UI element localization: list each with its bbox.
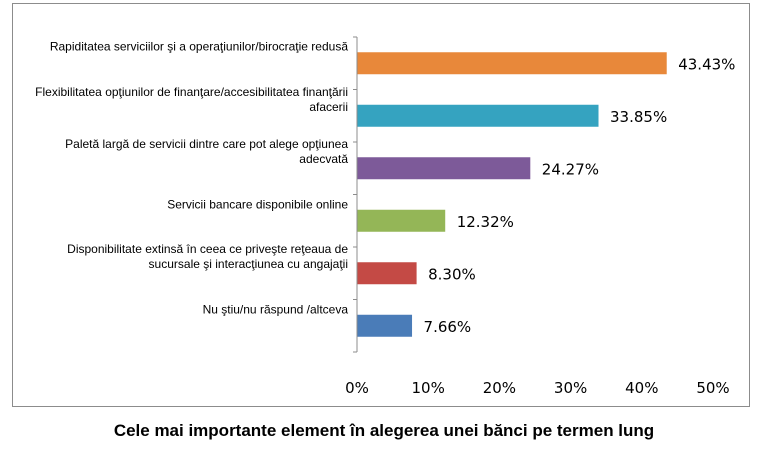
data-label: 43.43%: [678, 55, 735, 73]
x-tick-label: 50%: [696, 379, 729, 397]
bar: [357, 209, 446, 232]
bar: [357, 262, 417, 285]
category-label: Servicii bancare disponibile online: [167, 197, 348, 212]
data-label: 12.32%: [457, 213, 514, 231]
bar: [357, 104, 599, 127]
category-label: Flexibilitatea opţiunilor de finanţare/a…: [35, 84, 348, 114]
x-tick-label: 20%: [483, 379, 516, 397]
x-tick-label: 10%: [412, 379, 445, 397]
x-tick-label: 40%: [625, 379, 658, 397]
x-tick-label: 0%: [345, 379, 369, 397]
category-label: Nu ştiu/nu răspund /altceva: [202, 302, 348, 317]
data-label: 33.85%: [610, 108, 667, 126]
category-label: Paletă largă de servicii dintre care pot…: [65, 137, 348, 167]
bar: [357, 314, 413, 337]
data-label: 7.66%: [424, 318, 472, 336]
bar: [357, 157, 531, 180]
data-label: 8.30%: [428, 265, 476, 283]
chart-title: Cele mai importante element în alegerea …: [113, 421, 655, 440]
bar: [357, 52, 667, 75]
x-tick-label: 30%: [554, 379, 587, 397]
category-label: Rapiditatea serviciilor şi a operaţiunil…: [49, 39, 348, 54]
data-label: 24.27%: [542, 160, 599, 178]
category-label: Disponibilitate extinsă în ceea ce prive…: [67, 242, 348, 272]
